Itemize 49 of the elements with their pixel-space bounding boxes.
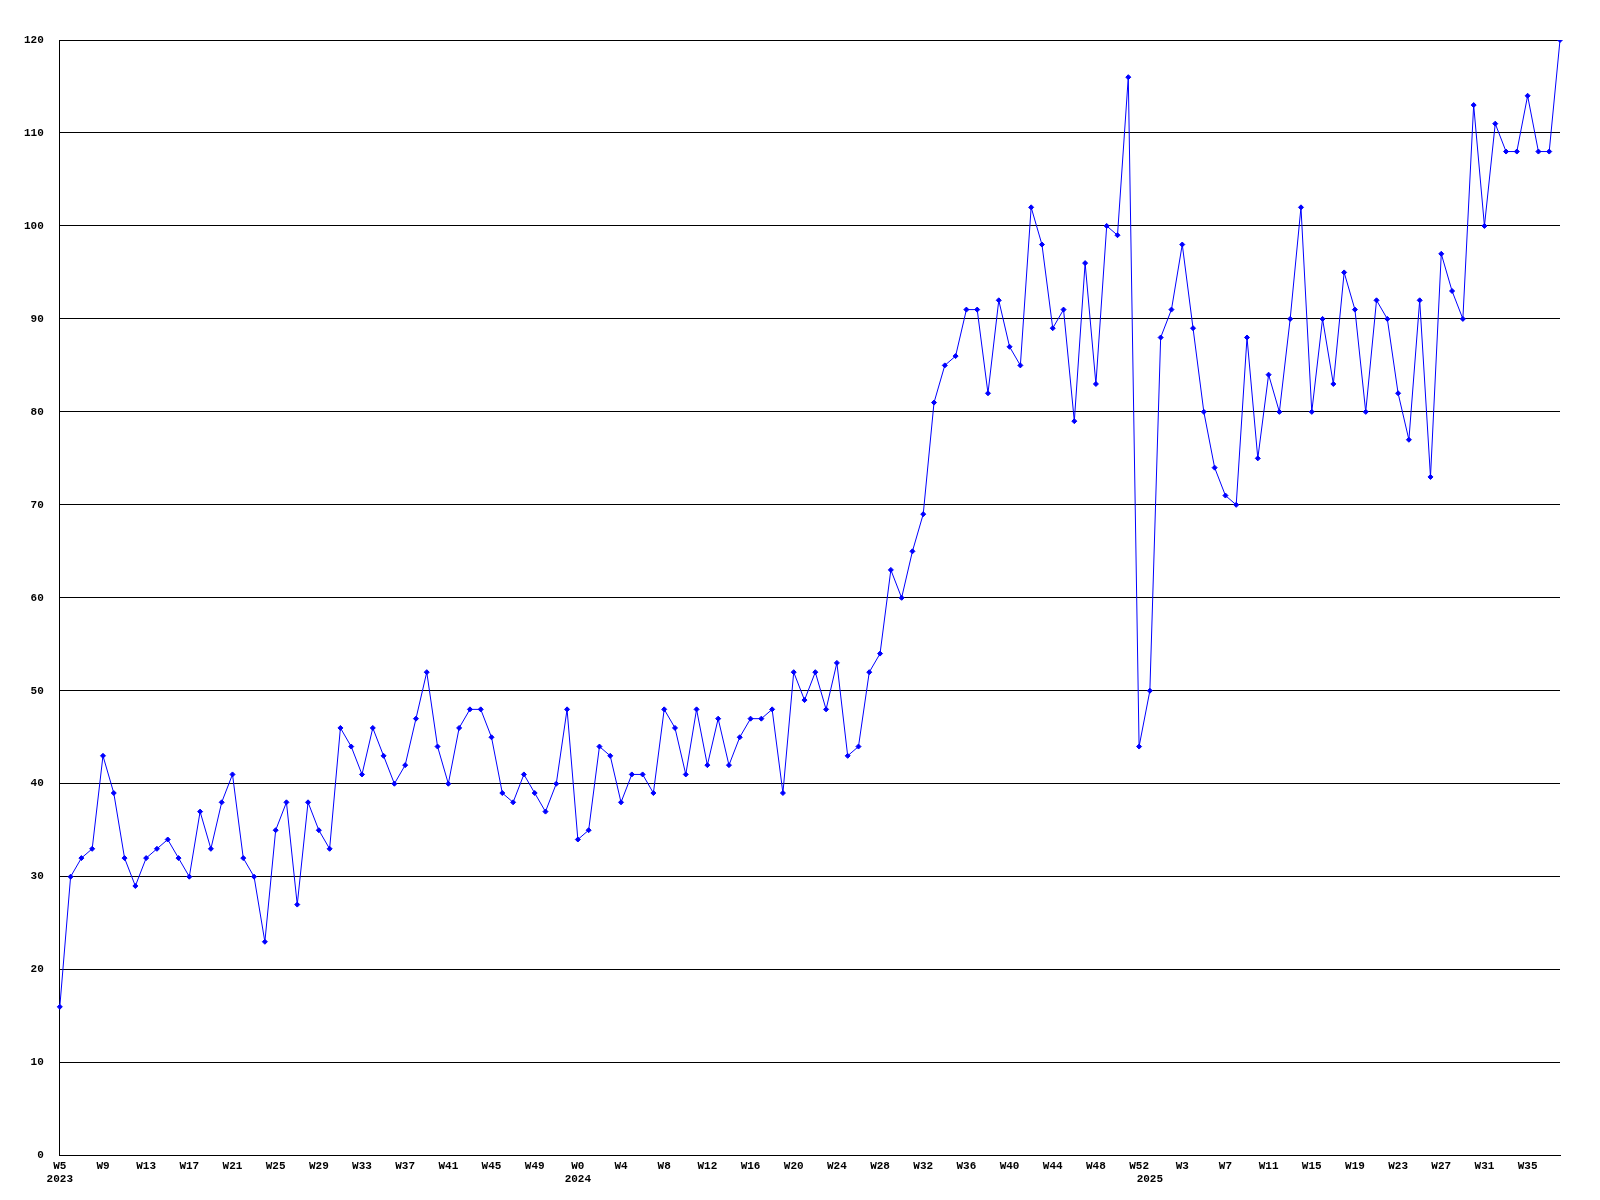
x-tick-label: W21 [222, 1159, 243, 1172]
y-tick-label: 0 [37, 1149, 44, 1162]
x-tick-label: W40 [999, 1159, 1020, 1172]
x-tick-label: W11 [1258, 1159, 1279, 1172]
x-tick-label: W33 [352, 1159, 373, 1172]
x-tick-label: 2025 [1136, 1173, 1164, 1186]
x-tick-label: W27 [1431, 1159, 1452, 1172]
x-tick-label: W36 [956, 1159, 977, 1172]
y-tick-label: 90 [30, 312, 44, 325]
x-tick-label: W9 [96, 1159, 110, 1172]
x-tick-label: W52 [1129, 1159, 1149, 1172]
x-tick-label: W13 [136, 1159, 157, 1172]
y-tick-label: 100 [23, 219, 44, 232]
x-tick-label: W23 [1388, 1159, 1409, 1172]
x-tick-label: W8 [657, 1159, 672, 1172]
x-tick-label: W5 2023 [46, 1159, 74, 1186]
y-tick-label: 80 [30, 405, 44, 418]
x-tick-label: W7 [1218, 1159, 1233, 1172]
y-tick-label: 10 [30, 1056, 44, 1069]
x-tick-label: W29 [308, 1159, 329, 1172]
y-tick-label: 40 [30, 777, 44, 790]
x-tick-label: W28 [870, 1159, 891, 1172]
y-tick-label: 110 [23, 126, 44, 139]
x-tick-label: W48 [1086, 1159, 1107, 1172]
x-tick-label: W24 [826, 1159, 848, 1172]
x-tick-label: W12 [697, 1159, 718, 1172]
x-tick-label: W44 [1042, 1159, 1064, 1172]
y-tick-label: 20 [30, 963, 44, 976]
x-tick-label: W45 [481, 1159, 502, 1172]
x-tick-label: W3 [1175, 1159, 1190, 1172]
y-tick-label: 30 [30, 870, 44, 883]
x-tick-label: W4 [614, 1159, 629, 1172]
x-tick-label: W25 [265, 1159, 286, 1172]
x-tick-label: W35 [1517, 1159, 1538, 1172]
x-tick-label: W31 [1474, 1159, 1495, 1172]
y-tick-label: 120 [23, 33, 44, 46]
x-tick-label: W0 2024 [564, 1159, 592, 1186]
x-tick-label: W17 [179, 1159, 200, 1172]
x-tick-label: W19 [1345, 1159, 1365, 1172]
x-tick-label: W15 [1301, 1159, 1323, 1172]
y-tick-label: 60 [30, 591, 44, 604]
x-tick-label: W16 [740, 1159, 761, 1172]
y-tick-label: 70 [30, 498, 44, 511]
x-tick-label: W37 [395, 1159, 416, 1172]
x-tick-label: W41 [438, 1159, 459, 1172]
x-tick-label: W49 [524, 1159, 545, 1172]
y-tick-label: 50 [30, 684, 44, 697]
x-tick-label: W32 [913, 1159, 934, 1172]
x-tick-label: W20 [783, 1159, 804, 1172]
